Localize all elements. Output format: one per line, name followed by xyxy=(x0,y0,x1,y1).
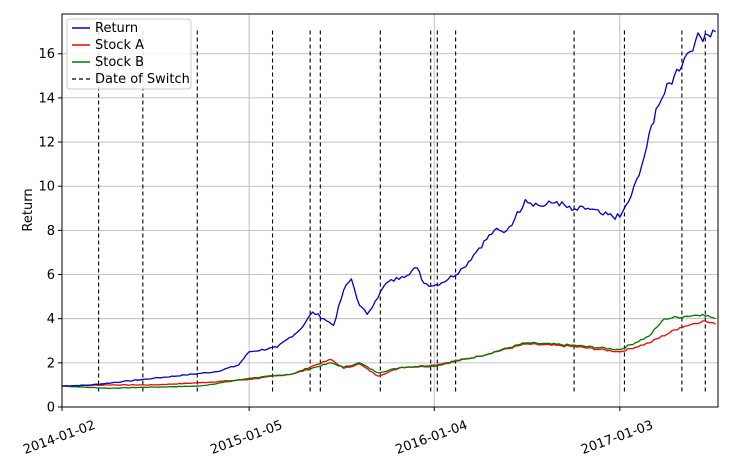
y-tick-label: 10 xyxy=(38,180,55,195)
stock-a-series-line xyxy=(62,320,716,387)
return-series-line xyxy=(61,29,716,387)
x-tick-label: 2015-01-05 xyxy=(208,418,284,458)
y-tick-label: 6 xyxy=(47,268,55,283)
y-tick-label: 4 xyxy=(47,312,55,327)
y-tick-label: 14 xyxy=(38,91,55,106)
legend-label-return: Return xyxy=(95,21,138,36)
y-tick-label: 2 xyxy=(47,356,55,371)
plot-frame xyxy=(61,13,719,408)
x-tick-label: 2016-01-04 xyxy=(394,418,470,458)
series-lines xyxy=(61,29,716,390)
x-tick-label: 2014-01-02 xyxy=(21,418,97,458)
legend-box xyxy=(66,18,192,90)
y-tick-label: 16 xyxy=(38,47,55,62)
legend-label-stock-b: Stock B xyxy=(95,55,144,70)
legend-label-stock-a: Stock A xyxy=(95,38,144,53)
legend-label-switch: Date of Switch xyxy=(95,72,190,87)
x-axis-ticks: 2014-01-02 2015-01-05 2016-01-04 2017-01-03 xyxy=(21,407,655,458)
y-axis-label: Return xyxy=(21,188,36,231)
stock-b-series-line xyxy=(61,313,716,390)
x-tick-label: 2017-01-03 xyxy=(579,418,655,458)
legend: Return Stock A Stock B Date of Switch xyxy=(66,18,192,90)
y-tick-label: 0 xyxy=(47,401,55,416)
y-tick-label: 12 xyxy=(38,136,55,151)
y-tick-label: 8 xyxy=(47,224,55,239)
y-axis-ticks: 0 2 4 6 8 10 12 14 16 xyxy=(38,47,62,416)
